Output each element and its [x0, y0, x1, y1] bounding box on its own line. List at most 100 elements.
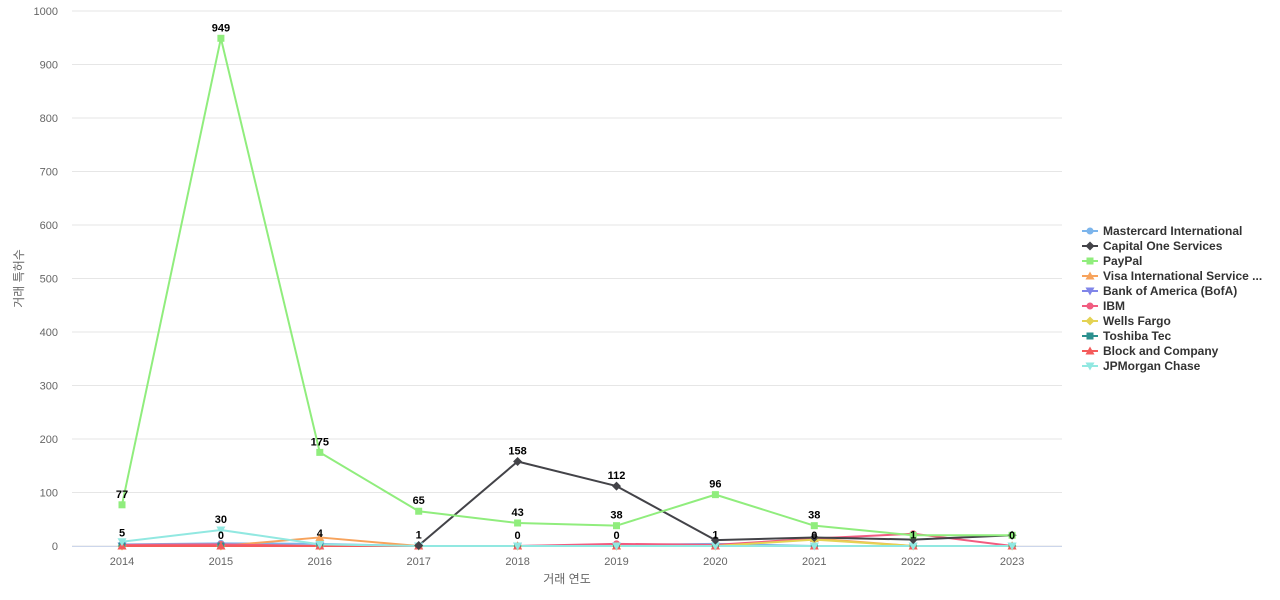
data-labels: 77 5 949 30 0 175 4 65 1 158 43 0 112 38 0 96 1 38 0 1 0 [116, 22, 1015, 542]
legend-item-jpmorgan-chase[interactable]: JPMorgan Chase [1082, 359, 1201, 373]
point-jpmorgan-chase [315, 540, 325, 549]
data-label: 5 [119, 527, 125, 539]
legend-marker [1086, 332, 1094, 340]
point-capital-one-services [513, 456, 523, 466]
legend-item-block-and-company[interactable]: Block and Company [1082, 344, 1219, 358]
legend-item-wells-fargo[interactable]: Wells Fargo [1082, 314, 1171, 328]
y-tick-label: 1000 [34, 6, 58, 18]
data-label: 1 [712, 529, 718, 541]
legend-marker [1085, 346, 1095, 355]
legend-item-toshiba-tec[interactable]: Toshiba Tec [1082, 329, 1172, 343]
data-label: 4 [317, 528, 324, 540]
legend-marker [1086, 302, 1094, 310]
point-paypal [909, 531, 917, 539]
y-tick-label: 100 [40, 488, 58, 500]
y-tick-label: 500 [40, 274, 58, 286]
point-jpmorgan-chase [908, 542, 918, 551]
point-capital-one-services [612, 481, 621, 491]
data-label: 65 [413, 495, 425, 507]
legend-item-capital-one-services[interactable]: Capital One Services [1082, 239, 1223, 253]
x-tick-label: 2023 [1000, 556, 1024, 568]
grid-lines [72, 10, 1062, 547]
point-paypal [613, 522, 620, 530]
legend-item-visa-international-service[interactable]: Visa International Service ... [1082, 269, 1262, 283]
x-tick-label: 2014 [110, 556, 134, 568]
point-jpmorgan-chase [612, 542, 621, 551]
data-label: 38 [808, 510, 820, 522]
y-tick-label: 700 [40, 167, 58, 179]
data-label: 112 [608, 470, 626, 482]
point-paypal [514, 519, 522, 527]
point-block-and-company [216, 541, 226, 550]
x-tick-label: 2016 [308, 556, 332, 568]
x-tick-label: 2017 [406, 556, 430, 568]
data-label: 0 [811, 530, 817, 542]
point-capital-one-services [809, 532, 819, 542]
point-paypal [1008, 531, 1016, 539]
series-line-paypal [121, 37, 1013, 537]
point-paypal [810, 522, 818, 530]
data-label: 96 [709, 479, 721, 491]
legend-label: IBM [1103, 299, 1125, 313]
legend-item-mastercard-international[interactable]: Mastercard International [1082, 224, 1242, 238]
point-capital-one-services [710, 535, 720, 545]
x-tick-label: 2015 [209, 556, 233, 568]
legend-label: Capital One Services [1103, 239, 1223, 253]
legend-marker [1085, 316, 1095, 326]
legend-marker [1085, 362, 1095, 371]
y-tick-label: 0 [52, 541, 58, 553]
y-tick-label: 400 [40, 327, 58, 339]
point-visa-international-service [315, 532, 325, 541]
legend-item-ibm[interactable]: IBM [1082, 299, 1125, 313]
series-line-jpmorgan-chase [121, 528, 1013, 547]
legend-label: Toshiba Tec [1103, 329, 1172, 343]
point-jpmorgan-chase [216, 526, 226, 535]
series-markers [117, 34, 1017, 551]
data-label: 38 [610, 510, 622, 522]
y-tick-label: 900 [40, 60, 58, 72]
y-axis-title: 거래 특허수 [12, 249, 26, 308]
point-capital-one-services [414, 540, 424, 550]
point-paypal [415, 507, 423, 515]
x-axis-title: 거래 연도 [543, 572, 591, 586]
point-paypal [217, 34, 225, 42]
legend-label: Wells Fargo [1103, 314, 1171, 328]
legend-marker [1086, 227, 1094, 235]
legend-label: JPMorgan Chase [1103, 359, 1201, 373]
y-tick-label: 800 [40, 113, 58, 125]
legend-label: Visa International Service ... [1103, 269, 1262, 283]
legend-marker [1085, 271, 1095, 280]
legend-label: PayPal [1103, 254, 1142, 268]
x-tick-label: 2020 [703, 556, 727, 568]
data-label: 0 [1009, 530, 1015, 542]
x-tick-label: 2018 [505, 556, 529, 568]
x-tick-label: 2022 [901, 556, 925, 568]
y-tick-label: 600 [40, 220, 58, 232]
legend-marker [1086, 257, 1094, 265]
series-lines [121, 37, 1013, 547]
data-label: 1 [416, 529, 422, 541]
point-jpmorgan-chase [809, 542, 819, 551]
data-label: 43 [511, 507, 523, 519]
data-label: 0 [218, 530, 224, 542]
y-tick-label: 300 [40, 381, 58, 393]
point-jpmorgan-chase [710, 542, 720, 551]
legend-item-paypal[interactable]: PayPal [1082, 254, 1142, 268]
data-label: 158 [508, 445, 526, 457]
x-tick-label: 2019 [604, 556, 628, 568]
legend-label: Bank of America (BofA) [1103, 284, 1237, 298]
data-label: 949 [212, 22, 230, 34]
point-paypal [711, 491, 719, 499]
point-jpmorgan-chase [513, 542, 523, 551]
y-axis-tick-labels: 0 100 200 300 400 500 600 700 800 900 1000 [34, 6, 58, 553]
data-label: 1 [910, 529, 916, 541]
y-tick-label: 200 [40, 434, 58, 446]
data-label: 77 [116, 489, 128, 501]
legend-item-bank-of-america-bofa[interactable]: Bank of America (BofA) [1082, 284, 1237, 298]
legend-label: Mastercard International [1103, 224, 1242, 238]
data-label: 30 [215, 514, 227, 526]
x-axis-tick-labels: 2014 2015 2016 2017 2018 2019 2020 2021 2022 2023 [110, 556, 1025, 568]
